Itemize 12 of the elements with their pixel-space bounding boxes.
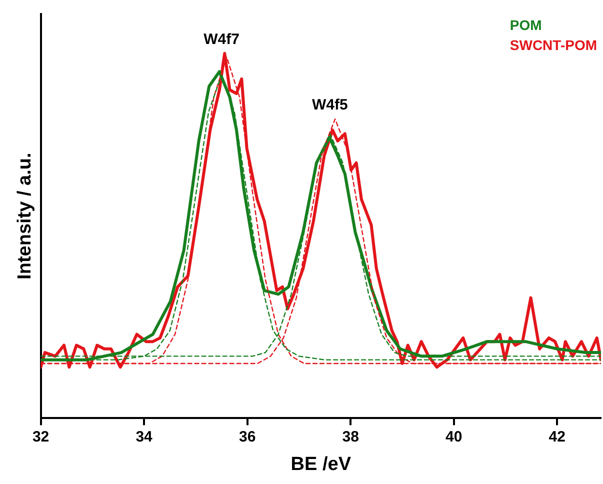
x-tick-label: 36 <box>238 428 256 446</box>
x-axis-title: BE /eV <box>290 454 352 475</box>
y-axis-title: Intensity / a.u. <box>14 152 36 280</box>
x-tick-label: 38 <box>342 428 359 446</box>
x-tick-label: 32 <box>32 428 50 446</box>
x-tick-label: 40 <box>446 428 462 446</box>
text: SWCNT-POM <box>510 36 598 53</box>
x-tick-label: 34 <box>136 428 154 446</box>
x-tick-label: 42 <box>548 428 566 446</box>
text: POM <box>510 16 542 33</box>
annotation: W4f7 <box>204 31 240 48</box>
annotation: W4f5 <box>312 96 348 114</box>
